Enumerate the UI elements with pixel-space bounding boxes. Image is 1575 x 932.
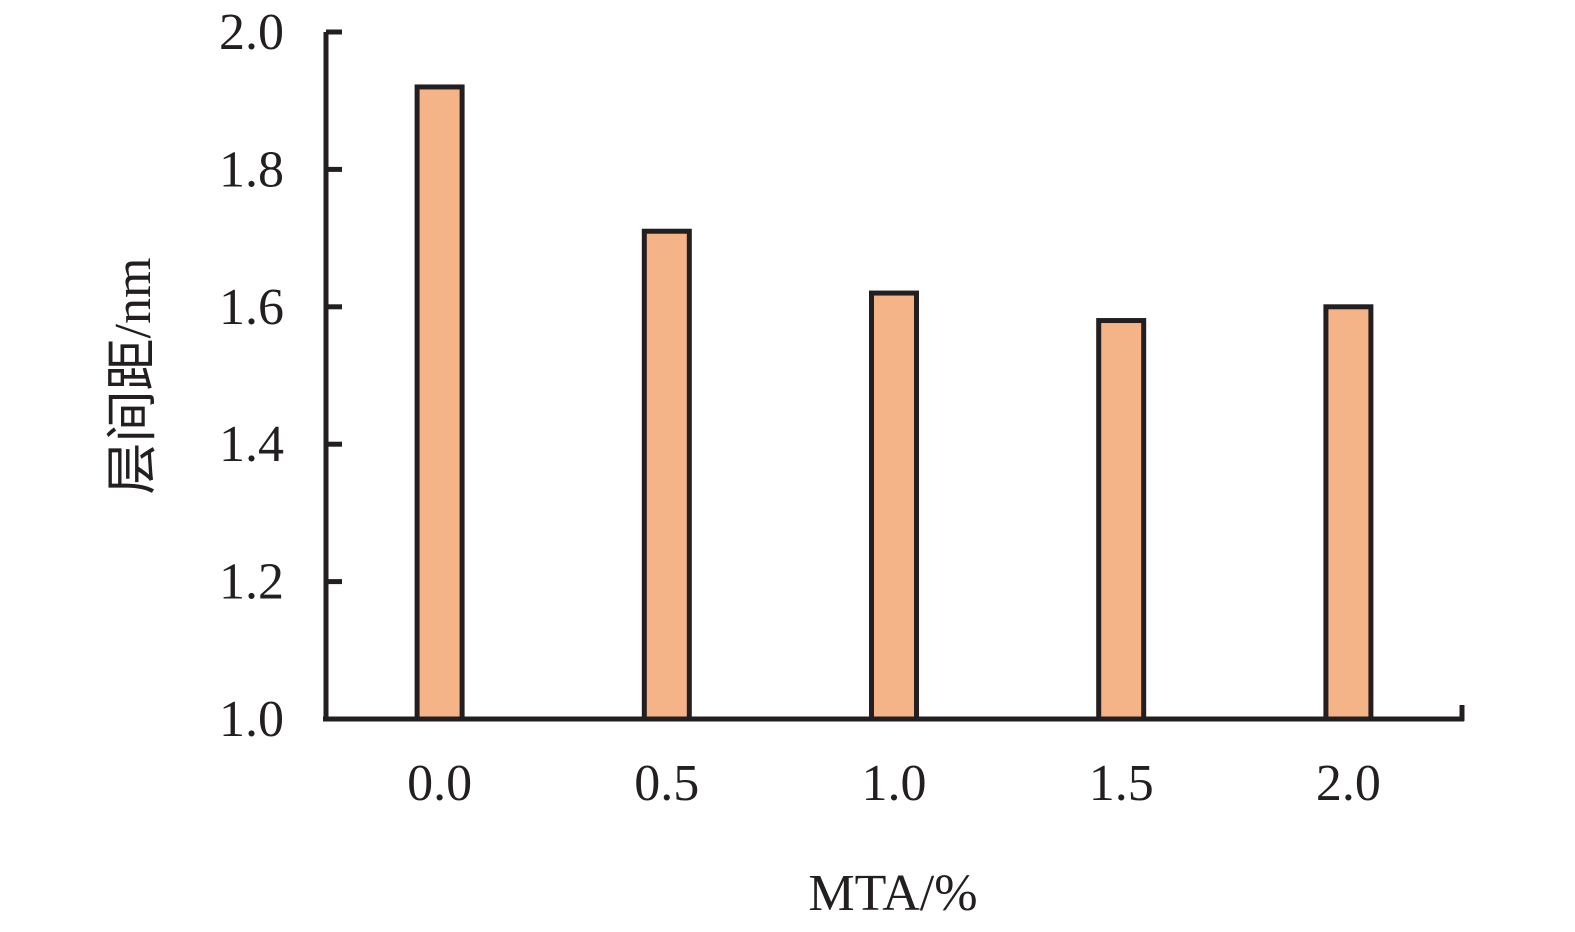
x-tick-label: 2.0 xyxy=(1316,755,1381,812)
bars-group xyxy=(414,84,1374,722)
y-tick-label: 1.4 xyxy=(219,416,284,473)
bar-1.0 xyxy=(869,290,919,722)
x-tick-label: 1.5 xyxy=(1089,755,1154,812)
x-ticks-group: 0.0 0.5 1.0 1.5 2.0 xyxy=(407,755,1381,812)
y-tick-label: 1.2 xyxy=(219,554,284,611)
y-tick-label: 1.8 xyxy=(219,141,284,198)
y-tick-label: 1.6 xyxy=(219,279,284,336)
axes-group xyxy=(323,32,1465,722)
y-tick-label: 2.0 xyxy=(219,4,284,61)
y-ticks-group: 1.0 1.2 1.4 1.6 1.8 2.0 xyxy=(219,4,342,748)
bar-0.5 xyxy=(641,228,692,722)
y-axis-title: 层间距/nm xyxy=(105,258,162,495)
bar-0.0 xyxy=(414,84,465,722)
bar-1.5 xyxy=(1096,318,1147,722)
y-tick-label: 1.0 xyxy=(219,691,284,748)
x-axis-title: MTA/% xyxy=(808,865,977,922)
bar-2.0 xyxy=(1323,304,1374,722)
x-tick-label: 0.5 xyxy=(634,755,699,812)
x-tick-label: 1.0 xyxy=(862,755,927,812)
x-tick-label: 0.0 xyxy=(407,755,472,812)
